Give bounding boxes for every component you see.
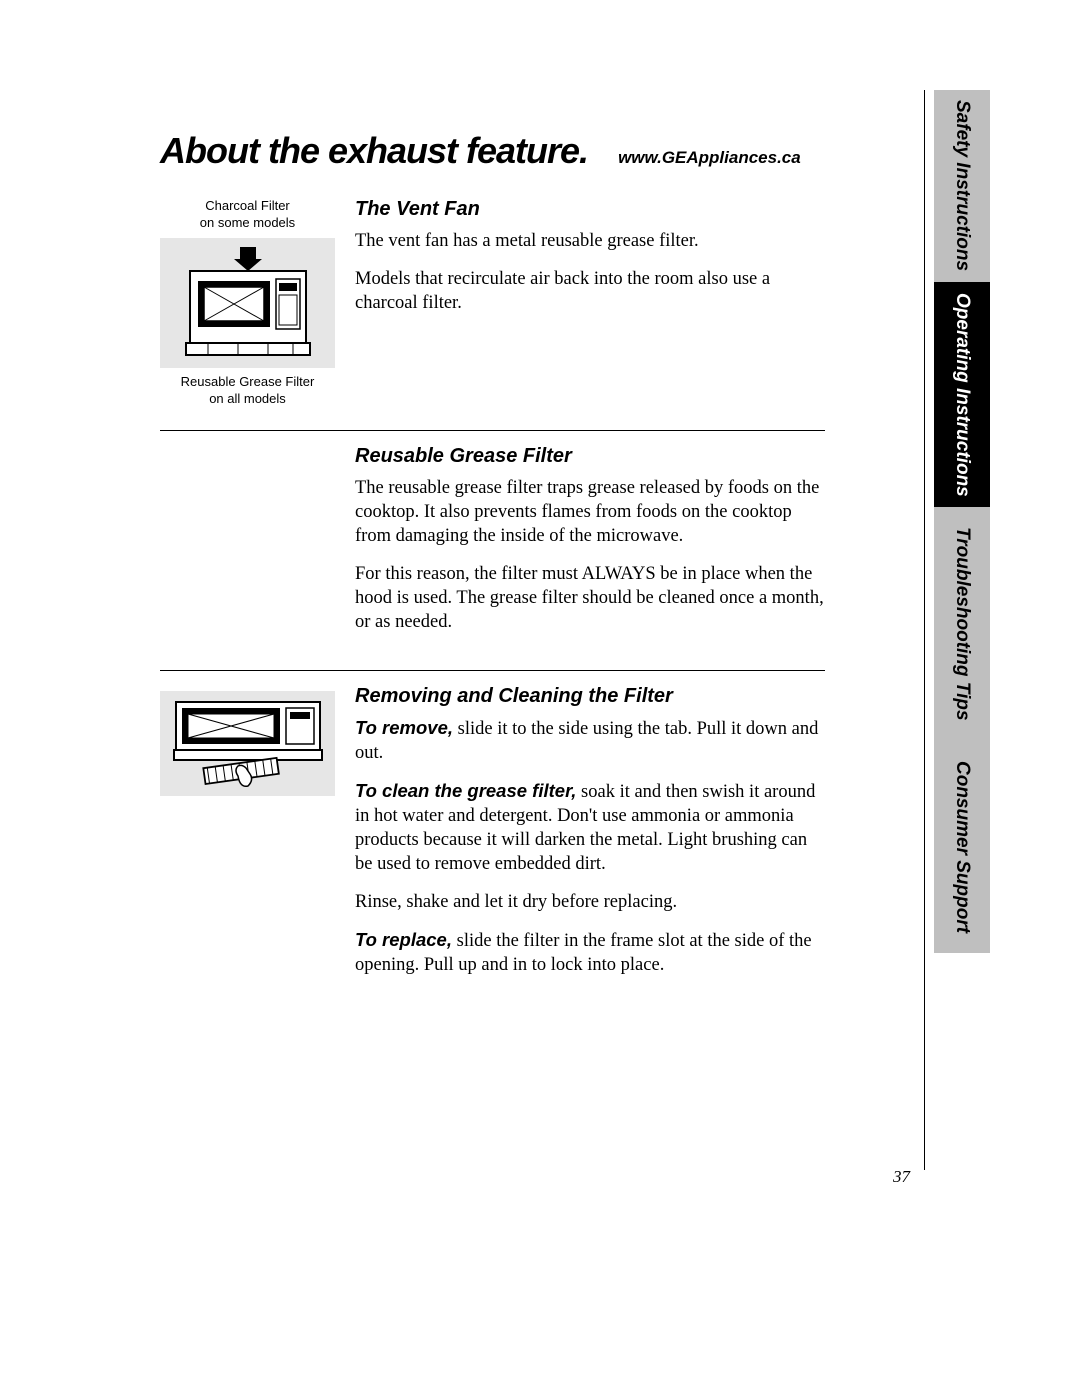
lead-bold: To remove, bbox=[355, 717, 453, 738]
figure-column bbox=[160, 685, 335, 991]
tab-troubleshooting-tips[interactable]: Troubleshooting Tips bbox=[934, 507, 990, 741]
header-url: www.GEAppliances.ca bbox=[618, 148, 801, 168]
page-header: About the exhaust feature. www.GEApplian… bbox=[160, 130, 990, 172]
section-heading: The Vent Fan bbox=[355, 198, 825, 221]
section-removing-cleaning: Removing and Cleaning the Filter To remo… bbox=[160, 670, 825, 1013]
lead-bold: To replace, bbox=[355, 929, 452, 950]
body-paragraph: Rinse, shake and let it dry before repla… bbox=[355, 890, 825, 914]
tab-operating-instructions[interactable]: Operating Instructions bbox=[934, 282, 990, 507]
figure-caption-top: Charcoal Filter on some models bbox=[160, 198, 335, 232]
microwave-svg-icon bbox=[178, 245, 318, 360]
microwave-illustration bbox=[160, 238, 335, 368]
filter-removal-svg-icon bbox=[168, 696, 328, 791]
body-paragraph: To clean the grease filter, soak it and … bbox=[355, 779, 825, 876]
filter-removal-illustration bbox=[160, 691, 335, 796]
text-column: Removing and Cleaning the Filter To remo… bbox=[355, 685, 825, 991]
page-number: 37 bbox=[893, 1167, 910, 1187]
tab-consumer-support[interactable]: Consumer Support bbox=[934, 741, 990, 953]
figure-column-empty bbox=[160, 445, 335, 648]
body-paragraph: To remove, slide it to the side using th… bbox=[355, 716, 825, 765]
section-heading: Removing and Cleaning the Filter bbox=[355, 685, 825, 708]
tab-safety-instructions[interactable]: Safety Instructions bbox=[934, 90, 990, 282]
page-title: About the exhaust feature. bbox=[160, 130, 588, 172]
figure-column: Charcoal Filter on some models bbox=[160, 198, 335, 408]
caption-line: Charcoal Filter bbox=[205, 198, 290, 213]
body-paragraph: For this reason, the filter must ALWAYS … bbox=[355, 562, 825, 634]
section-tabs-sidebar: Safety Instructions Operating Instructio… bbox=[934, 90, 990, 1170]
body-paragraph: To replace, slide the filter in the fram… bbox=[355, 928, 825, 977]
figure-caption-bottom: Reusable Grease Filter on all models bbox=[160, 374, 335, 408]
lead-bold: To clean the grease filter, bbox=[355, 780, 576, 801]
body-paragraph: Models that recirculate air back into th… bbox=[355, 267, 825, 315]
caption-line: Reusable Grease Filter bbox=[181, 374, 315, 389]
caption-line: on some models bbox=[200, 215, 295, 230]
section-heading: Reusable Grease Filter bbox=[355, 445, 825, 468]
caption-line: on all models bbox=[209, 391, 286, 406]
text-column: Reusable Grease Filter The reusable grea… bbox=[355, 445, 825, 648]
body-paragraph: The reusable grease filter traps grease … bbox=[355, 476, 825, 548]
text-column: The Vent Fan The vent fan has a metal re… bbox=[355, 198, 825, 408]
section-grease-filter: Reusable Grease Filter The reusable grea… bbox=[160, 430, 825, 670]
body-paragraph: The vent fan has a metal reusable grease… bbox=[355, 229, 825, 253]
content-area: Charcoal Filter on some models bbox=[160, 184, 825, 1013]
vertical-rule bbox=[924, 90, 925, 1170]
section-vent-fan: Charcoal Filter on some models bbox=[160, 184, 825, 430]
